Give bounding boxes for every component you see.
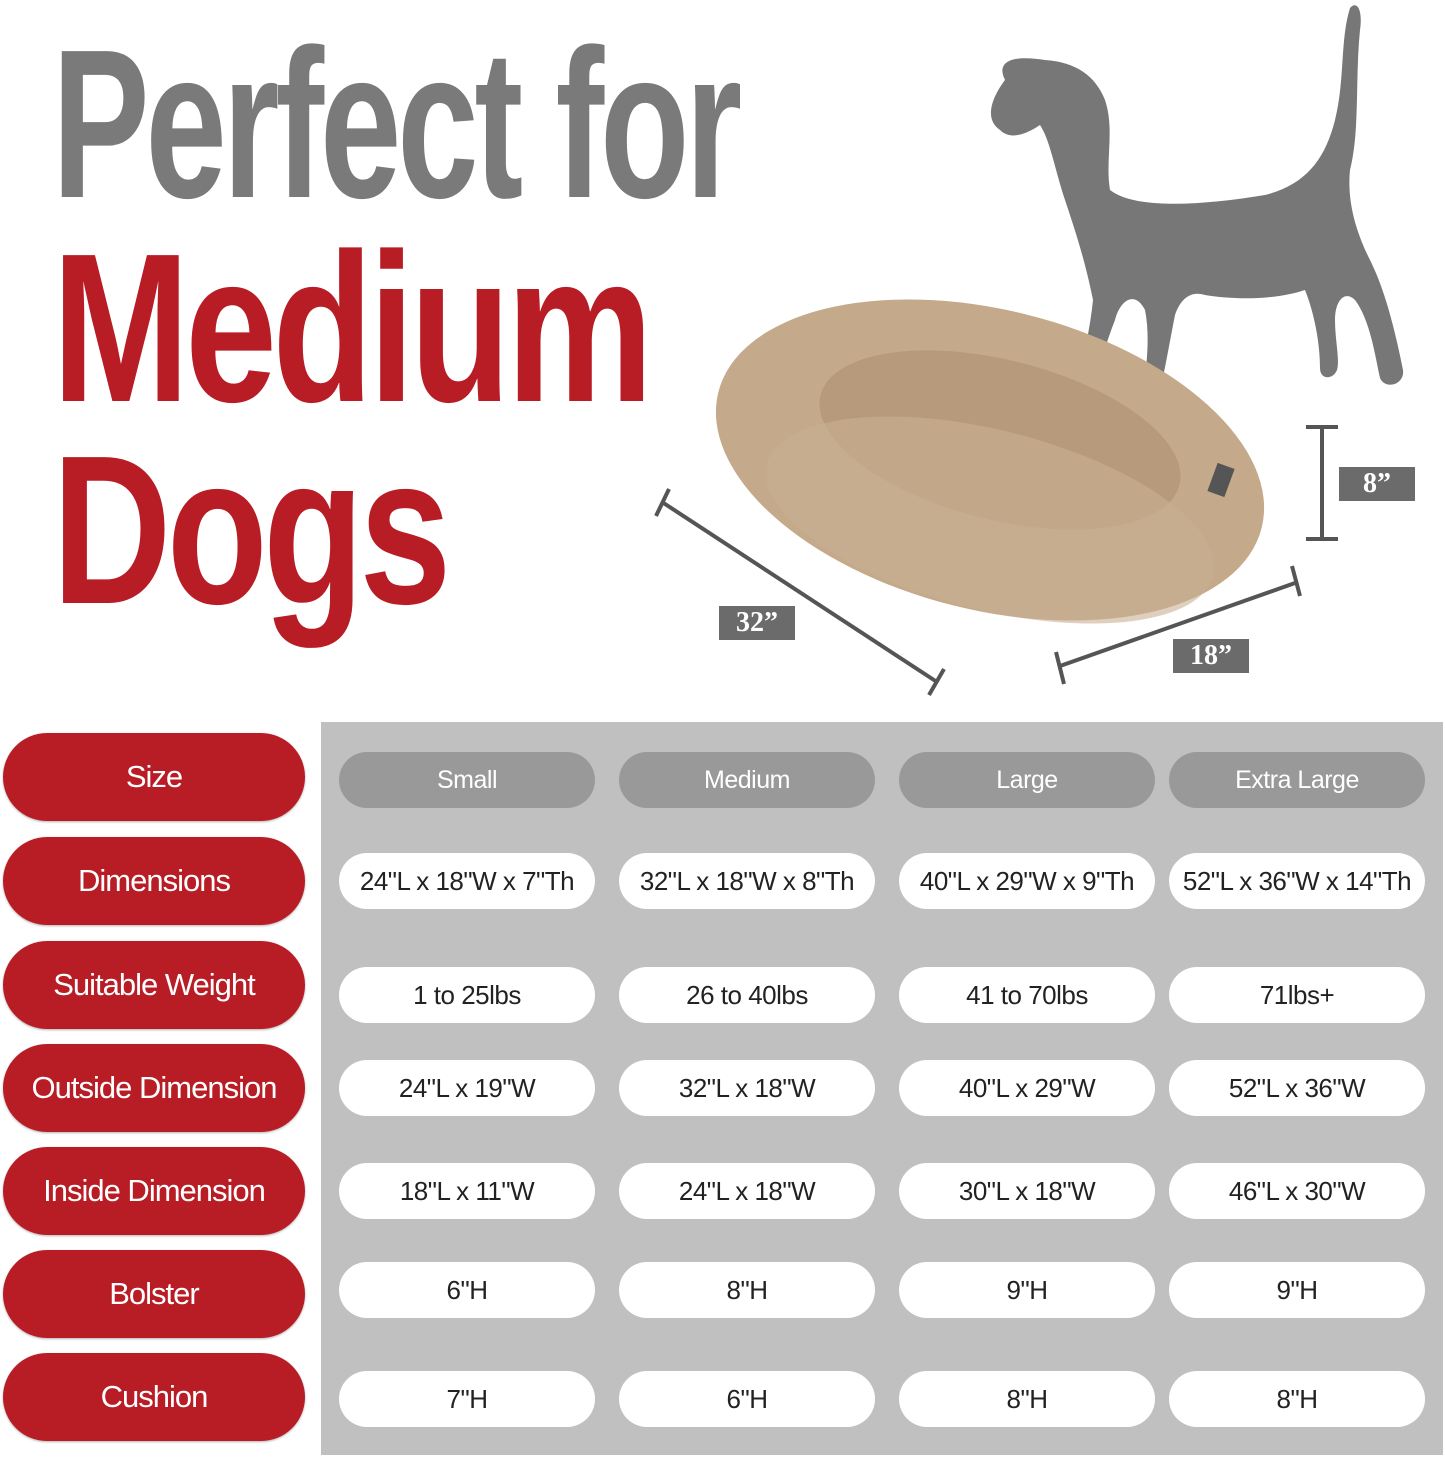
table-cell: 26 to 40lbs [619,967,875,1023]
table-cell: 1 to 25lbs [339,967,595,1023]
table-cell: 41 to 70lbs [899,967,1155,1023]
width-label: 18” [1173,639,1249,673]
row-label: Dimensions [3,837,305,925]
height-label: 8” [1339,467,1415,501]
dog-silhouette-icon [990,5,1404,390]
length-label: 32” [719,606,795,640]
headline-line-3: Dogs [52,411,451,648]
table-cell: 32"L x 18"W [619,1060,875,1116]
table-cell: 8"H [619,1262,875,1318]
column-header: Extra Large [1169,752,1425,808]
table-cell: 8"H [899,1371,1155,1427]
row-label: Bolster [3,1250,305,1338]
row-label: Outside Dimension [3,1044,305,1132]
column-header: Small [339,752,595,808]
column-header: Medium [619,752,875,808]
table-cell: 52"L x 36"W [1169,1060,1425,1116]
table-cell: 6"H [339,1262,595,1318]
headline-line-2: Medium [52,209,653,446]
row-label: Suitable Weight [3,941,305,1029]
headline-line-1: Perfect for [52,5,742,242]
table-cell: 32"L x 18"W x 8"Th [619,853,875,909]
table-cell: 46"L x 30"W [1169,1163,1425,1219]
table-cell: 52"L x 36"W x 14"Th [1169,853,1425,909]
column-header: Large [899,752,1155,808]
table-cell: 9"H [899,1262,1155,1318]
table-cell: 18"L x 11"W [339,1163,595,1219]
table-cell: 40"L x 29"W x 9"Th [899,853,1155,909]
table-cell: 71lbs+ [1169,967,1425,1023]
table-cell: 24"L x 18"W [619,1163,875,1219]
table-cell: 24"L x 18"W x 7"Th [339,853,595,909]
row-label: Inside Dimension [3,1147,305,1235]
row-label: Size [3,733,305,821]
row-label: Cushion [3,1353,305,1441]
table-cell: 7"H [339,1371,595,1427]
table-cell: 8"H [1169,1371,1425,1427]
table-cell: 9"H [1169,1262,1425,1318]
table-cell: 30"L x 18"W [899,1163,1155,1219]
table-cell: 6"H [619,1371,875,1427]
table-cell: 40"L x 29"W [899,1060,1155,1116]
table-cell: 24"L x 19"W [339,1060,595,1116]
dog-bed-image [715,299,1265,624]
